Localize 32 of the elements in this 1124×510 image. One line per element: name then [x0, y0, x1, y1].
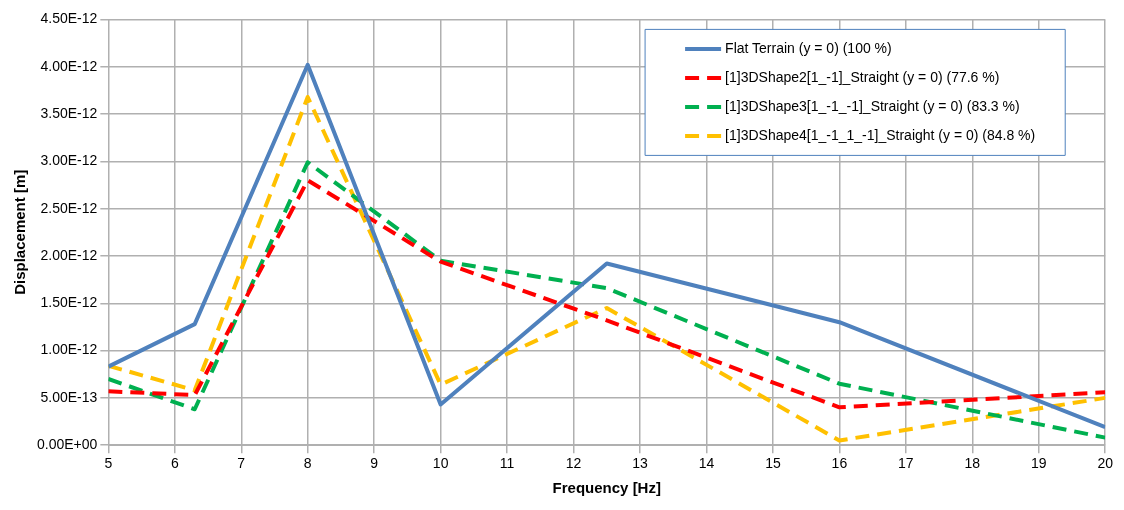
y-tick-label: 1.00E-12 — [40, 341, 98, 358]
y-tick-label: 5.00E-13 — [40, 388, 98, 405]
y-axis-title: Displacement [m] — [11, 169, 29, 295]
x-axis-title: Frequency [Hz] — [552, 479, 661, 497]
x-tick-label: 7 — [237, 455, 246, 472]
x-tick-label: 19 — [1030, 455, 1047, 472]
x-tick-label: 6 — [170, 455, 179, 472]
y-tick-label: 3.50E-12 — [40, 104, 98, 121]
legend-label: Flat Terrain (y = 0) (100 %) — [725, 39, 892, 56]
x-tick-label: 10 — [432, 455, 449, 472]
legend-label: [1]3DShape4[1_-1_1_-1]_Straight (y = 0) (84.8 %) — [725, 126, 1036, 143]
x-tick-label: 12 — [565, 455, 582, 472]
legend-label: [1]3DShape2[1_-1]_Straight (y = 0) (77.6 %) — [725, 68, 1000, 85]
y-tick-label: 3.00E-12 — [40, 152, 98, 169]
y-tick-label: 1.50E-12 — [40, 294, 98, 311]
x-tick-label: 11 — [499, 455, 515, 472]
x-tick-label: 5 — [104, 455, 113, 472]
x-tick-label: 13 — [632, 455, 648, 472]
x-tick-label: 18 — [964, 455, 981, 472]
y-tick-label: 0.00E+00 — [36, 436, 98, 453]
x-tick-label: 16 — [831, 455, 848, 472]
x-tick-label: 17 — [898, 455, 914, 472]
x-tick-label: 15 — [765, 455, 781, 472]
y-tick-label: 4.50E-12 — [40, 10, 98, 27]
y-tick-label: 2.00E-12 — [40, 246, 98, 263]
y-tick-label: 4.00E-12 — [40, 57, 98, 74]
x-tick-label: 8 — [303, 455, 312, 472]
legend-label: [1]3DShape3[1_-1_-1]_Straight (y = 0) (83.3 %) — [725, 97, 1020, 114]
x-tick-label: 20 — [1097, 455, 1114, 472]
x-tick-label: 14 — [698, 455, 715, 472]
x-tick-label: 9 — [370, 455, 379, 472]
y-tick-label: 2.50E-12 — [40, 199, 98, 216]
